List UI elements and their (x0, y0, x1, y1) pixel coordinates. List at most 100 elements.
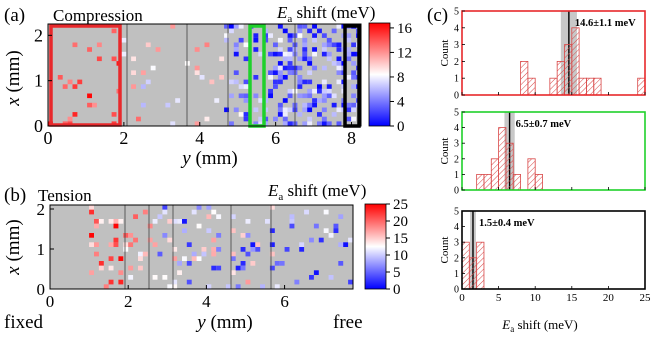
colorbar-tick-label: 4 (397, 94, 405, 110)
cellsB-cell (289, 219, 295, 224)
cellsB-cell (269, 242, 275, 247)
cellsA-cell (336, 70, 342, 75)
cellsB-cell (142, 209, 148, 215)
cellsA-cell (131, 56, 136, 62)
cellsA-cell (111, 28, 117, 34)
cellsA-cell (87, 102, 92, 108)
cellsA-cell (233, 42, 239, 48)
cellsA-cell (336, 107, 342, 113)
cellsA-cell (287, 88, 293, 94)
histogram-bar (512, 173, 521, 191)
cellsB-cell (89, 233, 94, 238)
cellsA-cell (72, 84, 78, 89)
cellsA-cell (140, 102, 146, 108)
cellsB-cell (240, 247, 246, 252)
cellsA-cell (287, 51, 293, 57)
cellsA-cell (346, 107, 352, 113)
cellsB-cell (177, 219, 182, 224)
cellsA-cell (346, 33, 352, 38)
histogram-ytick-label: 3 (454, 139, 459, 150)
cellsB-cell (113, 237, 119, 243)
cellsB-cell (128, 233, 134, 238)
cellsA-cell (224, 107, 229, 113)
cellsB-cell (152, 242, 158, 247)
cellsA-cell (312, 47, 317, 52)
cellsB-cell (240, 265, 246, 271)
cellsA-cell (346, 37, 352, 43)
panel-c-histograms: 0 1 2 3 4 5 Count 14.6±1.1 meV 0 1 2 3 4 5 Count 6.5±0.… (439, 7, 651, 305)
cellsA-cell (209, 79, 215, 85)
cellsB-cell (235, 284, 241, 289)
cellsA-cell (287, 65, 293, 71)
cellsB-cell (274, 284, 280, 289)
cellsB-cell (157, 214, 163, 219)
cellsB-cell (167, 284, 173, 289)
cellsB-cell (211, 247, 217, 252)
cellsA-cell (351, 107, 357, 113)
cellsB-cell (299, 247, 305, 252)
cellsA-cell (336, 65, 342, 71)
cellsA-cell (346, 102, 352, 108)
cellsA-cell (253, 75, 259, 80)
cellsB-cell (206, 214, 212, 219)
histogram-bar (498, 127, 507, 191)
cellsA-cell (96, 42, 102, 48)
ticksB-tick-label: 6 (280, 292, 289, 311)
ticksA-tick-label: 0 (34, 116, 43, 136)
cellsA-cell (273, 116, 278, 122)
cellsA-cell (229, 28, 234, 34)
cellsB-cell (162, 275, 168, 280)
ticksB-tick-label: 1 (37, 240, 46, 259)
panel-b-fixed-end-label: fixed (4, 312, 44, 333)
cellsA-cell (155, 47, 161, 52)
cellsA-cell (165, 102, 171, 108)
cellsB-cell (89, 242, 94, 247)
cellsB-cell (108, 242, 114, 247)
cellsA-cell (170, 24, 176, 29)
ticksA-tick-label: 6 (271, 128, 280, 148)
cellsA-cell (277, 79, 283, 85)
cellsB-cell (289, 223, 295, 229)
histogram-ytick-label: 3 (454, 238, 459, 249)
cellsB-cell (138, 265, 143, 271)
cellsA-cell (233, 70, 239, 75)
cellsA-cell (96, 56, 102, 62)
colorbar-tick-label: 12 (397, 45, 412, 61)
cellsB-cell (98, 265, 104, 271)
cellsA-cell (62, 84, 68, 89)
cellsB-cell (152, 219, 158, 224)
cellsA-cell (312, 24, 317, 29)
cellsA-cell (121, 51, 127, 57)
cellsB-cell (108, 256, 114, 261)
histogram-ytick-label: 1 (454, 74, 459, 85)
cellsB-cell (269, 265, 275, 271)
cellsA-cell (170, 121, 176, 126)
cellsA-cell (253, 33, 259, 38)
cellsA-cell (287, 93, 293, 99)
panel-b-xaxis-label: y (mm) (195, 312, 252, 333)
ticksB-tick-label: 0 (46, 292, 55, 311)
histogram-xtick-label: 20 (603, 292, 615, 304)
histogram-ytick-label: 2 (454, 253, 459, 264)
cellsA-cell (238, 112, 244, 117)
cellsA-cell (194, 65, 200, 71)
cellsA-cell (307, 70, 313, 75)
cellsA-cell (312, 88, 317, 94)
cellsA-cell (243, 112, 249, 117)
cellsA-cell (282, 75, 288, 80)
cellsA-cell (321, 33, 327, 38)
cellsB-cell (211, 265, 217, 271)
histogram-ytick-label: 5 (454, 7, 459, 18)
cellsA-cell (307, 28, 313, 34)
cellsB-cell (172, 256, 178, 261)
cellsB-cell (206, 284, 212, 289)
histogram-ylabel: Count (439, 138, 451, 165)
colorbar-tick-label: 25 (393, 197, 408, 213)
cellsB-cell (182, 228, 187, 233)
panel-b-xaxis-var: y (195, 312, 206, 333)
cellsB-cell (235, 265, 241, 271)
cellsA-cell (351, 84, 357, 89)
cellsA-cell (253, 121, 259, 126)
cellsA-cell (243, 84, 249, 89)
cellsB-cell (201, 251, 207, 257)
